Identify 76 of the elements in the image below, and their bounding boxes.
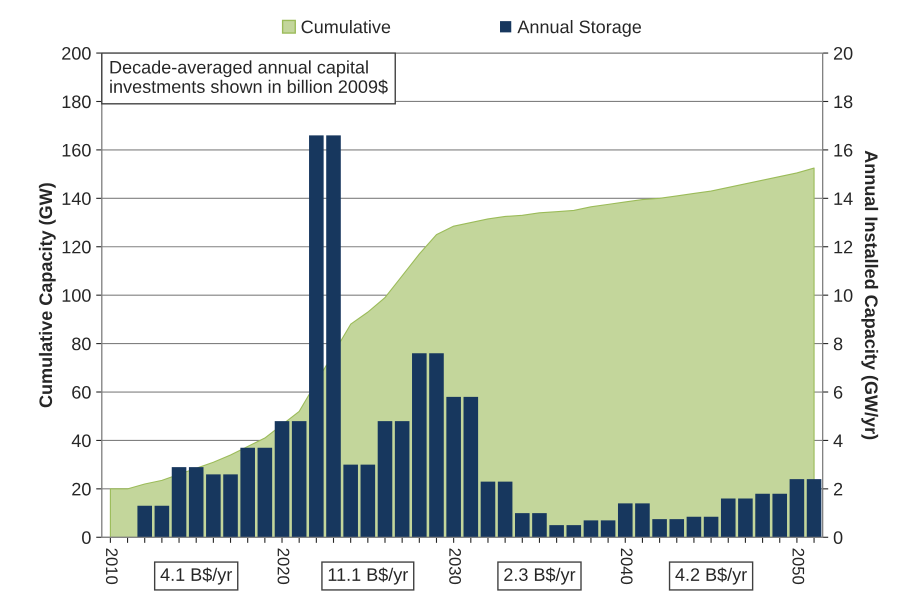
bar xyxy=(154,506,170,538)
bar xyxy=(274,421,290,538)
y2-tick-label: 8 xyxy=(834,338,842,350)
legend-label: Cumulative xyxy=(302,20,390,34)
x-tick-label: 2050 xyxy=(792,548,804,584)
y2-tick-label: 6 xyxy=(834,386,842,399)
bar xyxy=(137,506,152,538)
bar xyxy=(600,520,616,538)
y2-tick-label: 20 xyxy=(834,47,852,60)
bar xyxy=(480,482,496,538)
bar xyxy=(772,494,788,538)
x-tick-label: 2010 xyxy=(106,548,118,584)
bar xyxy=(429,353,444,538)
y2-axis-title: Annual Installed Capacity (GW/yr) xyxy=(861,150,878,440)
text: 4.2 B$/yr xyxy=(675,567,747,585)
bar xyxy=(635,503,650,538)
bar xyxy=(464,396,478,538)
y-tick-label: 80 xyxy=(72,338,91,350)
x-tick-label: 2030 xyxy=(449,548,461,584)
bar xyxy=(790,479,804,538)
bar xyxy=(720,498,736,538)
y-tick-label: 200 xyxy=(62,47,91,60)
y-tick-label: 180 xyxy=(62,95,91,108)
bar xyxy=(446,396,461,538)
y2-tick-label: 14 xyxy=(834,192,853,205)
y-tick-label: 20 xyxy=(72,482,91,496)
bar xyxy=(498,482,512,538)
x-tick-label: 2020 xyxy=(278,548,290,584)
y-tick-label: 140 xyxy=(62,192,91,206)
bar xyxy=(549,525,564,538)
bar xyxy=(704,516,718,538)
bar xyxy=(172,467,186,538)
text: 2.3 B$/yr xyxy=(504,567,576,585)
y-tick-label: 60 xyxy=(72,386,91,399)
y2-tick-label: 4 xyxy=(833,434,843,447)
bar xyxy=(806,479,822,538)
legend-label: Annual Storage xyxy=(517,20,642,37)
y2-tick-label: 16 xyxy=(834,144,852,157)
y-tick-label: 160 xyxy=(62,144,91,157)
annotation: Decade-averaged annual capital investments shown in billion 2009$ xyxy=(110,60,388,94)
y2-tick-label: 10 xyxy=(834,289,852,302)
bar xyxy=(309,135,324,538)
y-tick-label: 120 xyxy=(62,240,91,254)
bar xyxy=(738,498,753,538)
bar xyxy=(292,421,306,538)
bar xyxy=(326,135,341,538)
bar xyxy=(343,464,358,538)
bar xyxy=(669,519,684,538)
y2-tick-label: 2 xyxy=(834,482,842,496)
y2-tick-label: 12 xyxy=(834,240,852,254)
bar xyxy=(258,448,272,538)
x-tick-label: 2040 xyxy=(620,548,633,584)
y2-tick-label: 18 xyxy=(834,95,852,108)
bar xyxy=(360,464,376,538)
bar xyxy=(206,474,221,538)
text: 11.1 B$/yr xyxy=(328,567,408,585)
bar xyxy=(686,516,702,538)
bar xyxy=(532,513,547,538)
bar xyxy=(223,474,238,538)
bar xyxy=(412,353,427,538)
bar xyxy=(755,494,770,538)
bar xyxy=(652,519,667,538)
bar xyxy=(618,503,633,538)
bar xyxy=(566,525,582,538)
y-tick-label: 40 xyxy=(72,434,91,448)
y-tick-label: 100 xyxy=(62,289,91,302)
bar xyxy=(188,467,204,538)
bar xyxy=(240,448,255,538)
text: 4.1 B$/yr xyxy=(160,567,232,585)
y-tick-label: 0 xyxy=(82,531,91,544)
bar xyxy=(584,520,598,538)
bar xyxy=(394,421,410,538)
bar xyxy=(378,421,392,538)
y-axis-title: Cumulative Capacity (GW) xyxy=(38,183,56,408)
y2-tick-label: 0 xyxy=(834,531,842,544)
bar xyxy=(515,513,530,538)
